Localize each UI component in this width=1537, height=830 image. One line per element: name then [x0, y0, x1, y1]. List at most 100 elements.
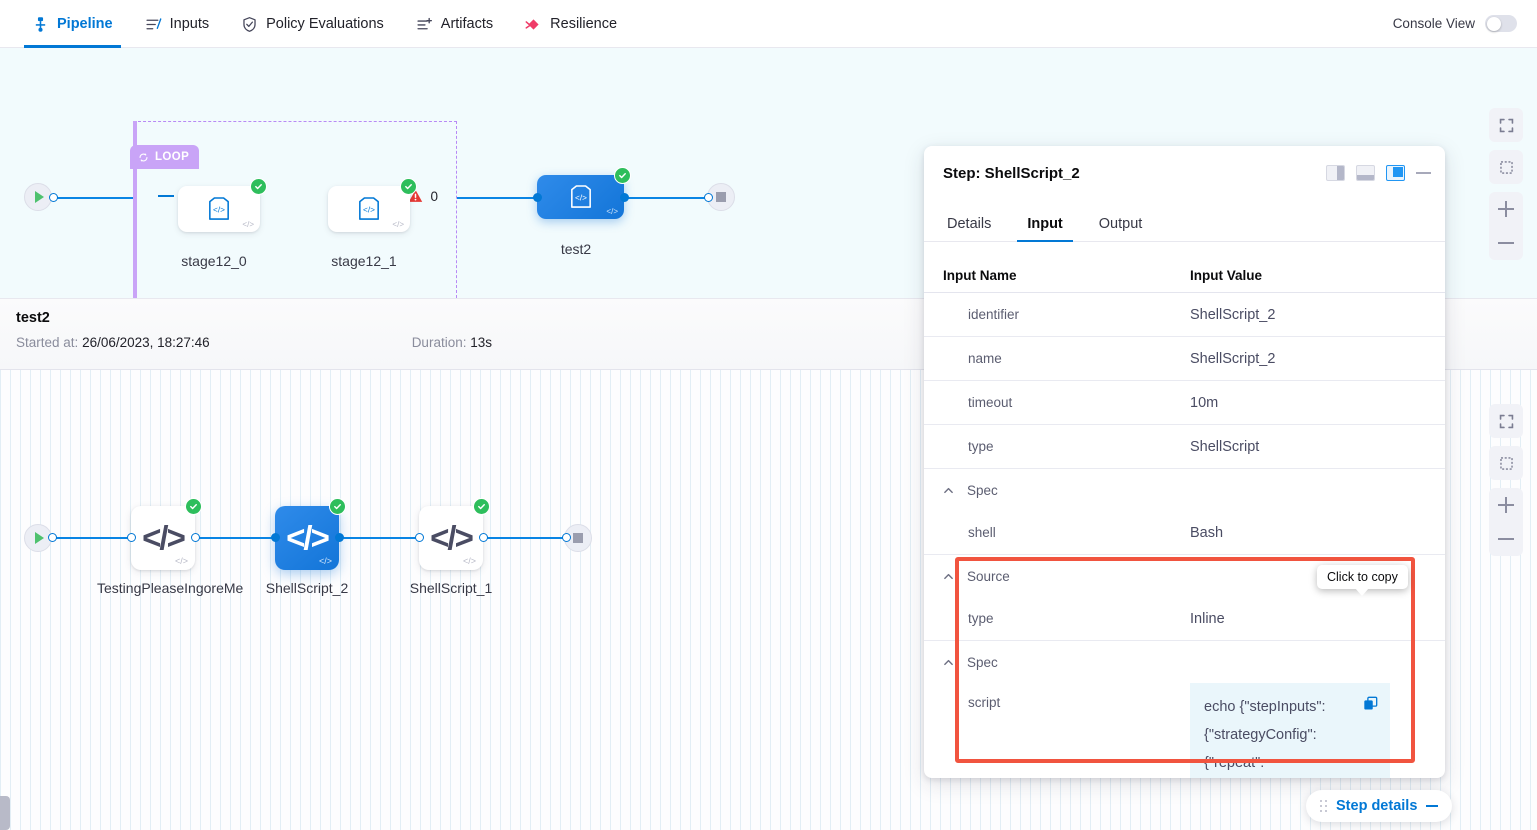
stop-icon: [573, 533, 583, 543]
zoom-out-button[interactable]: [1489, 522, 1523, 556]
minus-icon: [1498, 242, 1514, 244]
column-header-input-value: Input Value: [1174, 258, 1445, 293]
left-drawer-handle[interactable]: [0, 796, 10, 830]
port: [479, 533, 488, 542]
input-value-cell: ShellScript: [1174, 424, 1445, 469]
tab-artifacts[interactable]: Artifacts: [400, 0, 509, 48]
script-line: {"repeat":: [1204, 755, 1265, 771]
grip-icon: [1320, 800, 1327, 812]
table-group-row-spec-2[interactable]: Spec: [924, 641, 1445, 684]
panel-actions: [1326, 165, 1431, 181]
stage-collapse-icon[interactable]: [158, 195, 174, 197]
panel-tab-details[interactable]: Details: [947, 216, 992, 232]
graph-node-label: ShellScript_2: [265, 580, 349, 596]
tab-resilience[interactable]: Resilience: [509, 0, 633, 48]
node-status-success-icon: [185, 498, 202, 515]
table-row: type ShellScript: [924, 424, 1445, 469]
panel-tab-input[interactable]: Input: [1017, 216, 1074, 242]
copy-tooltip: Click to copy: [1317, 565, 1408, 596]
node-status-success-icon: [400, 178, 417, 195]
table-group-row-spec[interactable]: Spec: [924, 469, 1445, 512]
pipeline-start-node[interactable]: [24, 183, 52, 211]
script-line: echo {"stepInputs":: [1204, 699, 1326, 715]
table-header-row: Input Name Input Value: [924, 258, 1445, 293]
port: [562, 533, 571, 542]
code-mini-icon: </>: [392, 220, 404, 229]
graph-edge: [52, 537, 134, 539]
dock-right-icon[interactable]: [1326, 165, 1345, 181]
table-row-script: script echo {"stepInputs": {"strategyCon…: [924, 683, 1445, 778]
step-details-panel: Step: ShellScript_2 Details Input Output…: [924, 146, 1445, 778]
script-value-block[interactable]: echo {"stepInputs": {"strategyConfig": {…: [1190, 683, 1390, 778]
input-value-cell: ShellScript_2: [1174, 336, 1445, 381]
tab-pipeline[interactable]: Pipeline: [16, 0, 129, 48]
input-name-cell: timeout: [924, 380, 1174, 425]
script-line: {"times":2}},"childNod…: [1204, 777, 1378, 778]
stage-error-count: 0: [430, 188, 438, 204]
tab-pipeline-label: Pipeline: [57, 16, 113, 32]
canvas-controls-bottom: [1489, 404, 1523, 556]
node-status-success-icon: [250, 178, 267, 195]
fit-to-screen-button[interactable]: [1489, 404, 1523, 438]
input-table: Input Name Input Value identifier ShellS…: [924, 258, 1445, 778]
play-icon: [34, 532, 44, 544]
fit-to-screen-button[interactable]: [1489, 108, 1523, 142]
step-details-pill-button[interactable]: Step details: [1306, 790, 1453, 822]
port: [127, 533, 136, 542]
dock-bottom-icon[interactable]: [1356, 165, 1375, 181]
zoom-out-button[interactable]: [1489, 226, 1523, 260]
selection-box-button[interactable]: [1489, 150, 1523, 184]
shell-script-node-icon: </>: [359, 197, 379, 220]
graph-node-stage12-1[interactable]: </> </>: [328, 178, 417, 232]
graph-edge: [53, 197, 133, 199]
dashed-square-icon: [1499, 160, 1513, 174]
table-row: identifier ShellScript_2: [924, 292, 1445, 337]
tab-inputs[interactable]: Inputs: [129, 0, 226, 48]
graph-node-shellscript-2[interactable]: </> </>: [275, 498, 346, 570]
table-row: type Inline: [924, 597, 1445, 641]
input-name-cell: shell: [924, 511, 1174, 555]
duration: Duration: 13s: [412, 335, 492, 350]
graph-node-label: ShellScript_1: [409, 580, 493, 596]
graph-node-test2[interactable]: </> </>: [537, 167, 631, 219]
stage-info-meta: Started at: 26/06/2023, 18:27:46 Duratio…: [16, 335, 1521, 350]
graph-node-testingpleaseingoreme[interactable]: </> </>: [131, 498, 202, 570]
graph-node-shellscript-1[interactable]: </> </>: [419, 498, 490, 570]
panel-header: Step: ShellScript_2: [924, 146, 1445, 200]
port: [533, 193, 542, 202]
input-table-scroll[interactable]: Input Name Input Value identifier ShellS…: [924, 258, 1445, 778]
shield-check-icon: [243, 16, 256, 32]
input-name-cell: type: [924, 597, 1174, 641]
graph-edge: [457, 197, 541, 199]
play-icon: [34, 191, 44, 203]
panel-tab-output[interactable]: Output: [1098, 216, 1143, 232]
svg-text:</>: </>: [213, 206, 225, 215]
graph-edge: [339, 537, 421, 539]
pipeline-icon: [35, 16, 46, 32]
chevron-up-icon: [944, 487, 953, 494]
node-status-success-icon: [329, 498, 346, 515]
tab-policy-evaluations[interactable]: Policy Evaluations: [225, 0, 400, 48]
console-view-toggle[interactable]: [1485, 15, 1517, 32]
zoom-in-button[interactable]: [1489, 488, 1523, 522]
code-icon: </>: [430, 519, 474, 556]
svg-text:</>: </>: [363, 206, 375, 215]
input-value-cell: ShellScript_2: [1174, 292, 1445, 337]
port: [48, 533, 57, 542]
copy-icon[interactable]: [1363, 696, 1378, 711]
column-header-input-name: Input Name: [924, 258, 1174, 293]
node-status-success-icon: [473, 498, 490, 515]
dock-float-icon[interactable]: [1386, 165, 1405, 181]
minimize-icon[interactable]: [1416, 172, 1431, 174]
minimize-icon[interactable]: [1426, 805, 1439, 807]
zoom-in-button[interactable]: [1489, 192, 1523, 226]
console-view-control: Console View: [1393, 0, 1537, 47]
started-at-value: 26/06/2023, 18:27:46: [82, 335, 210, 350]
minus-icon: [1498, 538, 1514, 540]
port: [49, 193, 58, 202]
selection-box-button[interactable]: [1489, 446, 1523, 480]
graph-node-stage12-0[interactable]: </> </>: [178, 178, 267, 232]
graph-node-label: stage12_1: [331, 253, 397, 269]
group-label: Spec: [967, 483, 998, 498]
table-group-row-source[interactable]: Source: [924, 555, 1445, 598]
